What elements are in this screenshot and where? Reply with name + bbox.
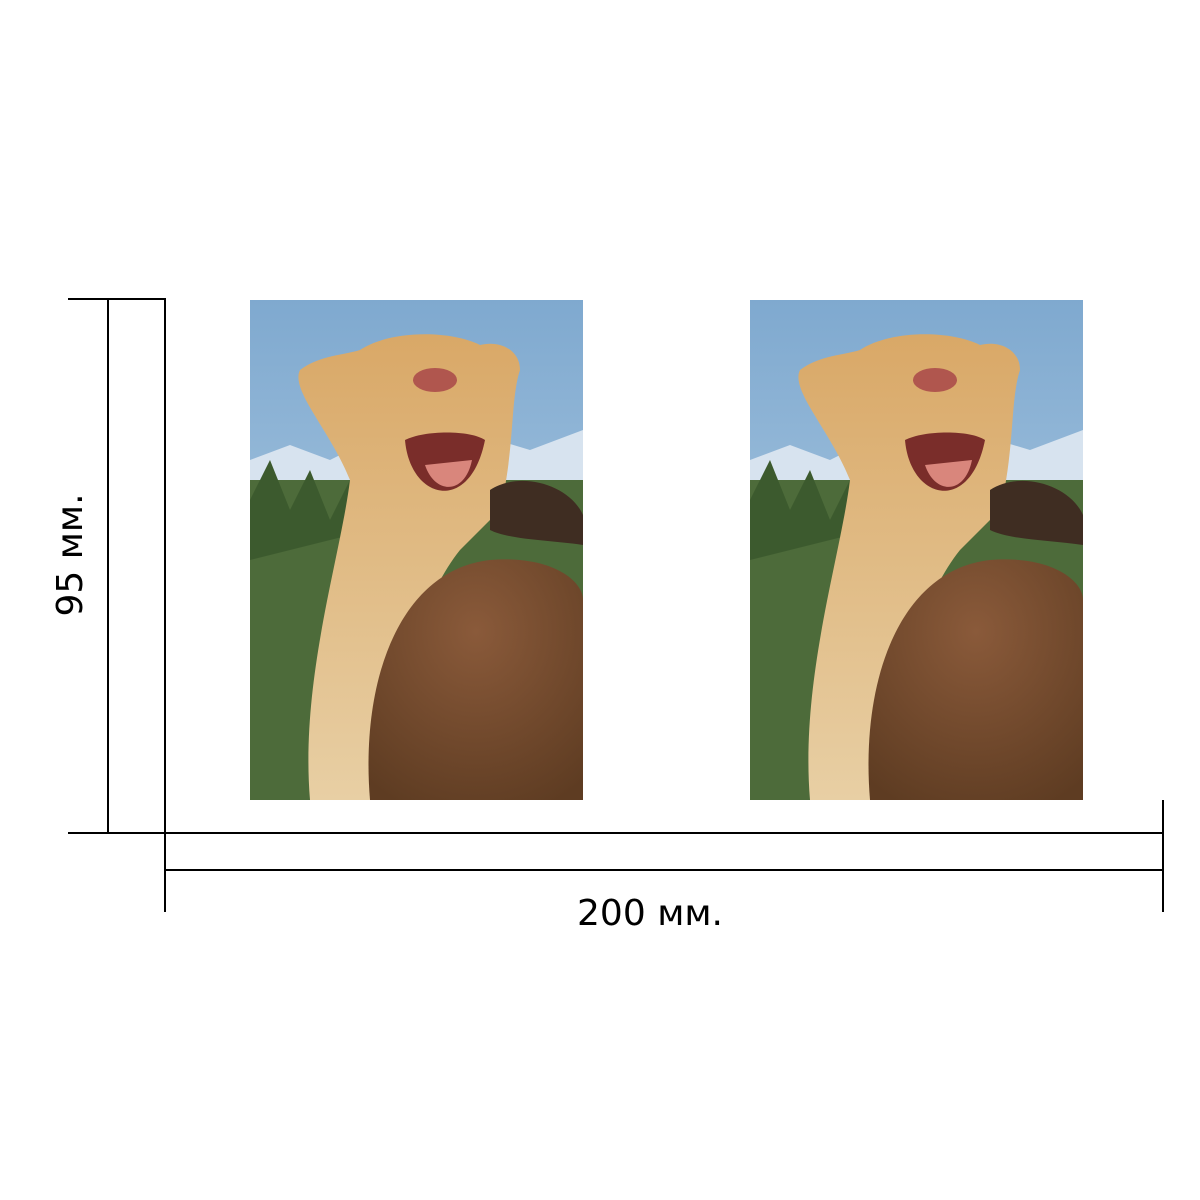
width-label: 200 мм.	[577, 893, 723, 934]
height-label: 95 мм.	[50, 493, 91, 616]
width-dimension: 200 мм.	[164, 800, 1164, 934]
height-dimension: 95 мм.	[50, 298, 166, 834]
product-photo	[750, 300, 1083, 800]
product-photo	[250, 300, 583, 800]
